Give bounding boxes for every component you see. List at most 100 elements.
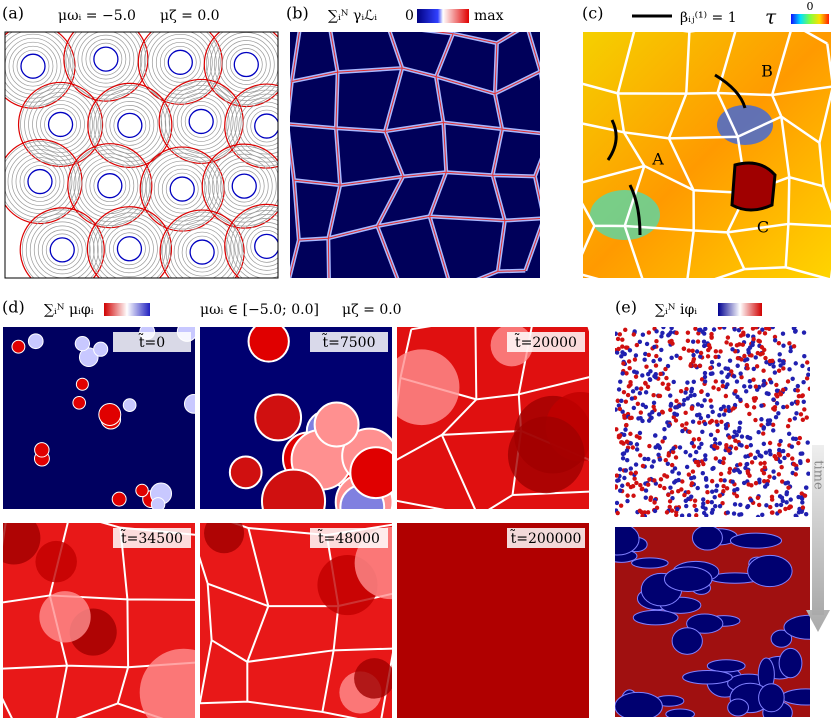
dot: [757, 453, 762, 458]
dot: [702, 374, 708, 380]
domain: [691, 527, 723, 551]
dot: [721, 456, 727, 461]
contour: [44, 108, 77, 141]
dot: [795, 388, 800, 393]
dot: [710, 466, 715, 472]
dot: [764, 360, 769, 365]
dot: [627, 365, 632, 371]
dot: [775, 394, 780, 399]
dot: [794, 466, 799, 471]
domain: [631, 557, 669, 569]
dot: [792, 327, 797, 330]
contour: [45, 233, 79, 267]
dot: [716, 386, 721, 392]
dot: [750, 327, 756, 331]
dot: [772, 370, 778, 375]
dot: [739, 327, 744, 330]
dot: [709, 334, 714, 339]
dot: [656, 393, 661, 399]
dot: [624, 345, 629, 350]
contour: [238, 97, 278, 155]
dot: [705, 392, 710, 398]
dot: [751, 377, 756, 382]
dot: [731, 374, 737, 379]
dot: [774, 502, 779, 508]
dot: [700, 471, 706, 476]
dot: [702, 421, 708, 427]
dot: [721, 327, 727, 330]
dot: [738, 371, 743, 376]
dot: [615, 473, 619, 478]
dot: [762, 331, 768, 336]
dot: [749, 498, 754, 503]
dot: [628, 379, 633, 385]
dot: [747, 379, 753, 384]
colorbar: [104, 303, 150, 316]
dot: [645, 384, 651, 389]
dot: [709, 500, 714, 505]
dot: [781, 366, 786, 371]
dot: [665, 461, 671, 466]
dot: [691, 356, 697, 362]
dot: [657, 483, 663, 489]
dot: [717, 413, 722, 418]
dot: [720, 379, 725, 384]
contour: [8, 41, 58, 91]
dot: [680, 423, 685, 428]
dot: [758, 352, 763, 357]
dot: [674, 398, 679, 404]
dot: [708, 398, 713, 403]
dot: [651, 392, 656, 398]
dot: [660, 330, 665, 336]
contour: [160, 81, 242, 162]
dot: [656, 452, 661, 457]
dot: [634, 386, 639, 391]
dot: [693, 327, 698, 331]
dot: [726, 408, 732, 414]
dot: [732, 429, 737, 435]
dot: [805, 440, 810, 445]
panel-label: (b): [286, 4, 309, 23]
domain: [615, 527, 640, 556]
dot: [790, 456, 795, 461]
contour: [184, 105, 218, 138]
dot: [690, 348, 695, 354]
contour: [168, 89, 234, 154]
contour: [69, 32, 143, 96]
dot: [726, 404, 731, 410]
dot: [711, 327, 717, 332]
dot: [748, 384, 753, 389]
dot: [690, 339, 696, 344]
dot: [671, 379, 676, 385]
dot: [727, 470, 732, 475]
dot: [780, 479, 785, 484]
cell-boundary: [583, 32, 831, 278]
dot: [693, 449, 699, 455]
field-low: [590, 190, 660, 240]
dot: [747, 345, 753, 350]
dot: [677, 403, 682, 409]
contour: [234, 214, 278, 278]
dot: [768, 451, 773, 457]
domain: [758, 683, 785, 713]
dot: [640, 514, 645, 517]
dot: [741, 480, 747, 486]
panel-image: [3, 523, 195, 718]
dot: [789, 444, 795, 449]
cell-edge: [201, 143, 278, 229]
cell-core: [233, 51, 259, 78]
dot: [785, 424, 791, 429]
dot: [709, 478, 715, 484]
dot: [652, 344, 657, 350]
dot: [666, 423, 672, 428]
dot: [796, 440, 801, 446]
dot: [725, 335, 731, 340]
cell-core: [47, 111, 74, 138]
dot: [771, 469, 776, 474]
dot: [755, 449, 760, 455]
dot: [642, 456, 647, 462]
dot: [643, 390, 649, 395]
dot: [781, 387, 786, 393]
dot: [628, 471, 634, 476]
dot: [735, 356, 741, 361]
